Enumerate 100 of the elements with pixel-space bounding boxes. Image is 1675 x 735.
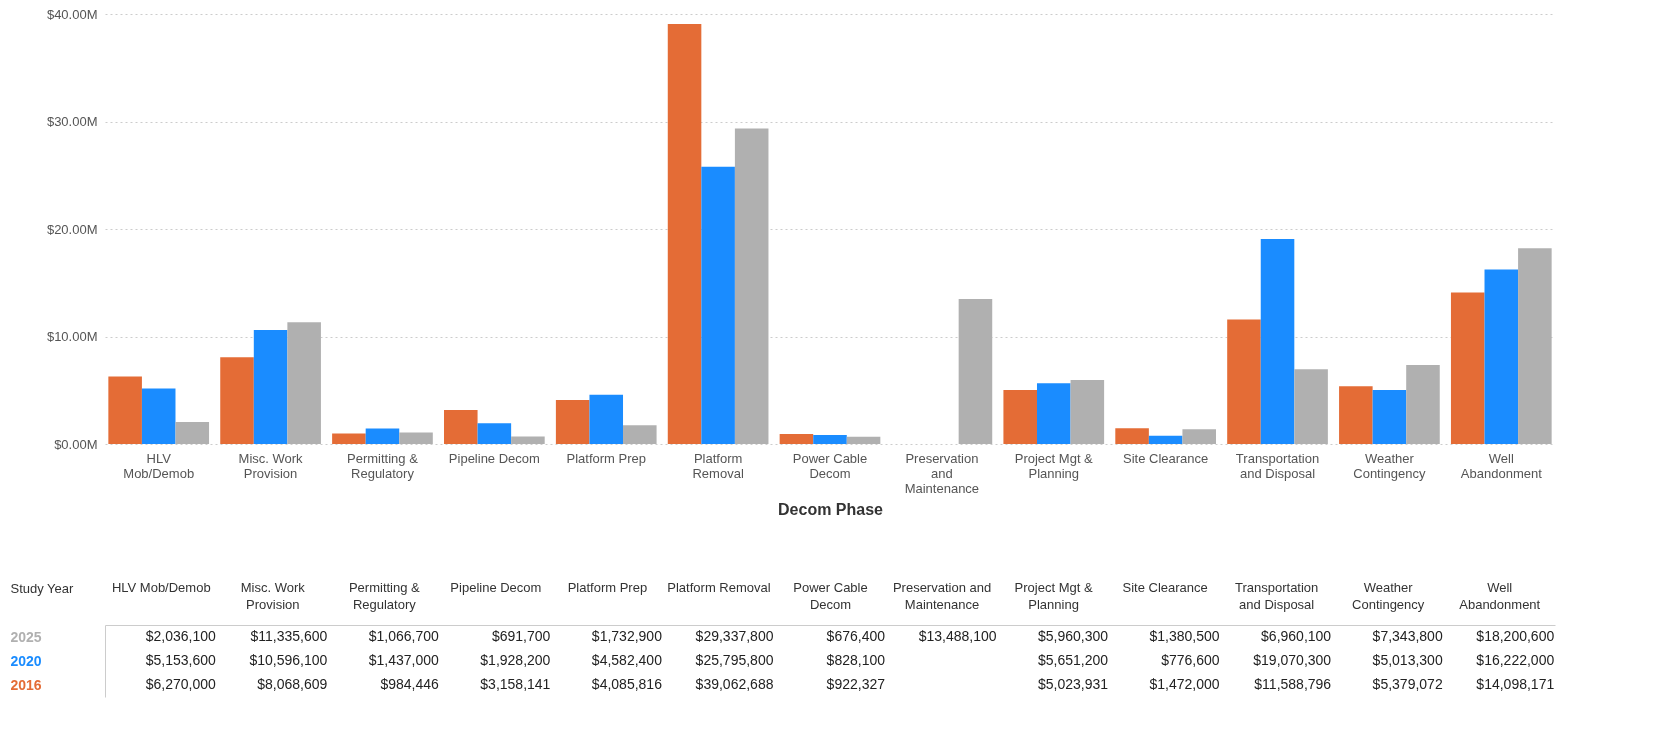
bar <box>1182 429 1216 444</box>
bar <box>332 433 366 444</box>
x-tick-label: Permitting & Regulatory <box>347 450 419 481</box>
bar <box>365 428 400 444</box>
data-label: $25,795,800 <box>695 652 774 668</box>
x-tick-label: Pipeline Decom <box>448 450 540 466</box>
y-tick-label: $0.00M <box>54 436 98 452</box>
bar <box>813 435 847 444</box>
x-tick-label: Power Cable Decom <box>792 450 868 481</box>
bar <box>1227 319 1261 444</box>
x-tick-label: Weather Contingency <box>1353 450 1427 481</box>
category-label: Platform Removal <box>667 579 771 595</box>
data-label: $5,960,300 <box>1038 628 1109 644</box>
bar <box>444 410 478 444</box>
bar <box>175 422 210 444</box>
bar <box>623 425 657 444</box>
data-label: $6,270,000 <box>145 676 216 692</box>
bar <box>1484 269 1519 444</box>
category-label: Transportation and Disposal <box>1234 579 1319 612</box>
data-label: $5,651,200 <box>1038 652 1109 668</box>
x-tick-label: Platform Prep <box>566 450 646 466</box>
y-tick-label: $20.00M <box>46 221 98 237</box>
data-label: $5,023,931 <box>1038 676 1109 692</box>
category-label: Pipeline Decom <box>450 579 542 595</box>
bar <box>1372 390 1407 444</box>
data-label: $11,335,600 <box>250 628 328 644</box>
category-label: Preservation and Maintenance <box>892 579 992 612</box>
bar <box>253 330 288 444</box>
data-label: $19,070,300 <box>1253 652 1332 668</box>
bar <box>511 436 545 444</box>
category-label: HLV Mob/Demob <box>111 579 211 595</box>
category-label: Well Abandonment <box>1459 579 1541 612</box>
category-label: Platform Prep <box>567 579 648 595</box>
bar <box>1148 435 1183 444</box>
bar <box>846 436 881 444</box>
bar <box>1003 389 1037 444</box>
data-label: $828,100 <box>826 652 886 668</box>
bar <box>667 24 702 444</box>
data-label: $4,582,400 <box>591 652 663 668</box>
y-tick-label: $30.00M <box>46 114 98 129</box>
data-label: $5,153,600 <box>145 652 216 668</box>
data-label: $3,158,141 <box>480 676 551 692</box>
data-label: $10,596,100 <box>249 652 328 668</box>
data-label: $984,446 <box>380 676 440 692</box>
text: 2016 <box>10 676 42 693</box>
x-tick-label: Transportation and Disposal <box>1235 450 1320 481</box>
x-tick-label: Preservation and Maintenance <box>904 450 980 496</box>
data-label: $691,700 <box>491 628 551 644</box>
data-label: $5,013,300 <box>1372 652 1443 668</box>
category-label: Project Mgt & Planning <box>1014 579 1093 612</box>
x-tick-label: Misc. Work Provision <box>238 450 304 481</box>
data-label: $8,068,609 <box>257 676 328 692</box>
legend-title: Study Year <box>10 580 75 596</box>
x-tick-label: Project Mgt & Planning <box>1014 450 1094 481</box>
data-label: $7,343,800 <box>1372 628 1443 644</box>
data-label: $11,588,796 <box>1254 676 1332 692</box>
data-label: $1,066,700 <box>368 628 440 644</box>
bar <box>555 400 590 444</box>
text: 2020 <box>10 652 42 669</box>
category-label: Weather Contingency <box>1352 579 1425 612</box>
data-label: $2,036,100 <box>145 628 216 644</box>
data-label: $776,600 <box>1161 652 1220 668</box>
bar <box>220 357 254 444</box>
bar <box>1450 292 1485 444</box>
bar <box>958 299 993 444</box>
data-label: $5,379,072 <box>1372 676 1443 692</box>
bar <box>477 423 512 444</box>
bar <box>287 322 321 444</box>
data-label: $1,380,500 <box>1149 628 1220 644</box>
bar <box>1260 238 1295 444</box>
bar <box>108 376 142 444</box>
category-label: Permitting & Regulatory <box>348 579 420 612</box>
bar <box>399 432 433 444</box>
data-label: $676,400 <box>826 628 886 644</box>
data-label: $1,732,900 <box>591 628 663 644</box>
data-label: $1,472,000 <box>1149 676 1220 692</box>
category-label: Misc. Work Provision <box>240 579 305 612</box>
category-label: Site Clearance <box>1122 579 1208 595</box>
x-tick-label: Site Clearance <box>1123 450 1209 466</box>
bar <box>141 388 176 444</box>
data-label: $922,327 <box>826 676 886 692</box>
bar <box>701 166 735 444</box>
bar <box>589 394 624 444</box>
data-label: $29,337,800 <box>695 628 774 644</box>
bar <box>1406 365 1440 444</box>
data-label: $1,437,000 <box>368 652 440 668</box>
data-label: $6,960,100 <box>1261 628 1332 644</box>
data-label: $39,062,688 <box>695 676 774 692</box>
bar <box>1036 383 1071 444</box>
y-tick-label: $40.00M <box>46 6 98 22</box>
bar <box>1115 428 1149 444</box>
x-tick-label: Platform Removal <box>692 450 744 481</box>
bar <box>1294 369 1328 444</box>
category-label: Power Cable Decom <box>793 579 868 612</box>
y-tick-label: $10.00M <box>46 329 98 344</box>
data-label: $13,488,100 <box>918 628 997 644</box>
x-axis-title: Decom Phase <box>778 500 884 518</box>
bar <box>1339 386 1373 444</box>
bar <box>1070 379 1105 444</box>
data-label: $16,222,000 <box>1476 652 1555 668</box>
